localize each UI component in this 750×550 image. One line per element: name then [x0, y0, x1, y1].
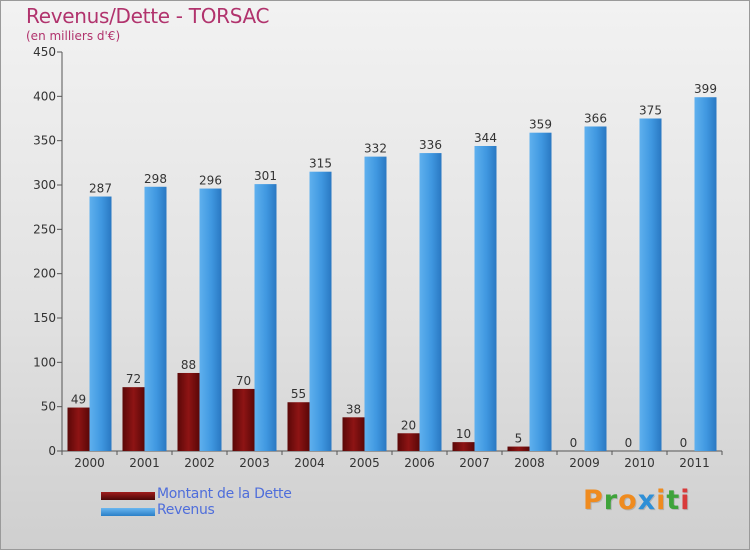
- chart-subtitle: (en milliers d'€): [26, 29, 121, 43]
- bar-dette: [122, 387, 145, 451]
- bar-revenus: [584, 126, 607, 451]
- data-label-revenus: 375: [639, 104, 662, 118]
- data-label-revenus: 366: [584, 111, 607, 125]
- logo-letter: i: [656, 485, 667, 516]
- logo-letter: o: [618, 485, 638, 516]
- y-tick-label: 350: [33, 134, 56, 148]
- logo-letter: i: [680, 485, 691, 516]
- legend-label-dette: Montant de la Dette: [157, 486, 292, 502]
- logo-letter: r: [603, 485, 619, 516]
- data-label-dette: 55: [291, 387, 306, 401]
- bar-revenus: [639, 118, 662, 451]
- chart-title: Revenus/Dette - TORSAC: [26, 4, 270, 28]
- y-tick-label: 100: [33, 355, 56, 369]
- proxiti-logo: Proxiti: [583, 485, 691, 516]
- bar-dette: [507, 446, 530, 451]
- bar-dette: [67, 407, 90, 451]
- data-label-revenus: 336: [419, 138, 442, 152]
- x-tick-label: 2001: [129, 456, 160, 470]
- data-label-revenus: 399: [694, 82, 717, 96]
- x-tick-label: 2004: [294, 456, 325, 470]
- data-label-dette: 49: [71, 393, 86, 407]
- bar-dette: [177, 372, 200, 451]
- data-label-revenus: 344: [474, 131, 497, 145]
- bar-revenus: [199, 188, 222, 451]
- legend-swatch-dette: [101, 492, 155, 500]
- x-tick-label: 2007: [459, 456, 490, 470]
- data-label-dette: 10: [456, 427, 471, 441]
- bar-dette: [452, 442, 475, 451]
- data-label-revenus: 301: [254, 169, 277, 183]
- legend-swatch-revenus: [101, 508, 155, 516]
- x-tick-label: 2008: [514, 456, 545, 470]
- legend-label-revenus: Revenus: [157, 502, 215, 518]
- data-label-revenus: 332: [364, 142, 387, 156]
- bar-revenus: [474, 145, 497, 451]
- data-label-revenus: 296: [199, 174, 222, 188]
- data-label-dette: 38: [346, 402, 361, 416]
- bar-revenus: [309, 171, 332, 451]
- y-tick-label: 0: [48, 444, 56, 458]
- bar-dette: [232, 388, 255, 451]
- data-label-dette: 88: [181, 358, 196, 372]
- bar-revenus: [529, 132, 552, 452]
- bar-dette: [287, 402, 310, 451]
- data-label-dette: 70: [236, 374, 251, 388]
- data-label-revenus: 315: [309, 157, 332, 171]
- x-tick-label: 2002: [184, 456, 215, 470]
- data-label-dette: 0: [570, 436, 578, 450]
- y-tick-label: 150: [33, 311, 56, 325]
- bar-revenus: [254, 184, 277, 451]
- x-tick-label: 2009: [569, 456, 600, 470]
- data-label-dette: 20: [401, 418, 416, 432]
- data-label-dette: 0: [625, 436, 633, 450]
- bar-revenus: [694, 97, 717, 451]
- x-tick-label: 2010: [624, 456, 655, 470]
- logo-letter: P: [583, 485, 604, 516]
- x-tick-label: 2006: [404, 456, 435, 470]
- bar-dette: [397, 433, 420, 451]
- y-tick-label: 450: [33, 45, 56, 59]
- bar-revenus: [144, 186, 167, 452]
- y-tick-label: 400: [33, 89, 56, 103]
- y-tick-label: 200: [33, 267, 56, 281]
- logo-letter: x: [637, 485, 657, 516]
- y-tick-label: 300: [33, 178, 56, 192]
- logo-letter: t: [666, 485, 681, 516]
- y-tick-label: 50: [41, 400, 56, 414]
- x-tick-label: 2003: [239, 456, 270, 470]
- x-tick-label: 2011: [679, 456, 710, 470]
- bar-revenus: [364, 156, 387, 452]
- data-label-dette: 72: [126, 372, 141, 386]
- data-label-revenus: 287: [89, 182, 112, 196]
- x-tick-label: 2005: [349, 456, 380, 470]
- data-label-revenus: 359: [529, 118, 552, 132]
- y-tick-label: 250: [33, 222, 56, 236]
- bar-dette: [342, 417, 365, 451]
- bar-revenus: [419, 153, 442, 451]
- data-label-dette: 5: [515, 432, 523, 446]
- data-label-revenus: 298: [144, 172, 167, 186]
- x-tick-label: 2000: [74, 456, 105, 470]
- bar-revenus: [89, 196, 112, 451]
- data-label-dette: 0: [680, 436, 688, 450]
